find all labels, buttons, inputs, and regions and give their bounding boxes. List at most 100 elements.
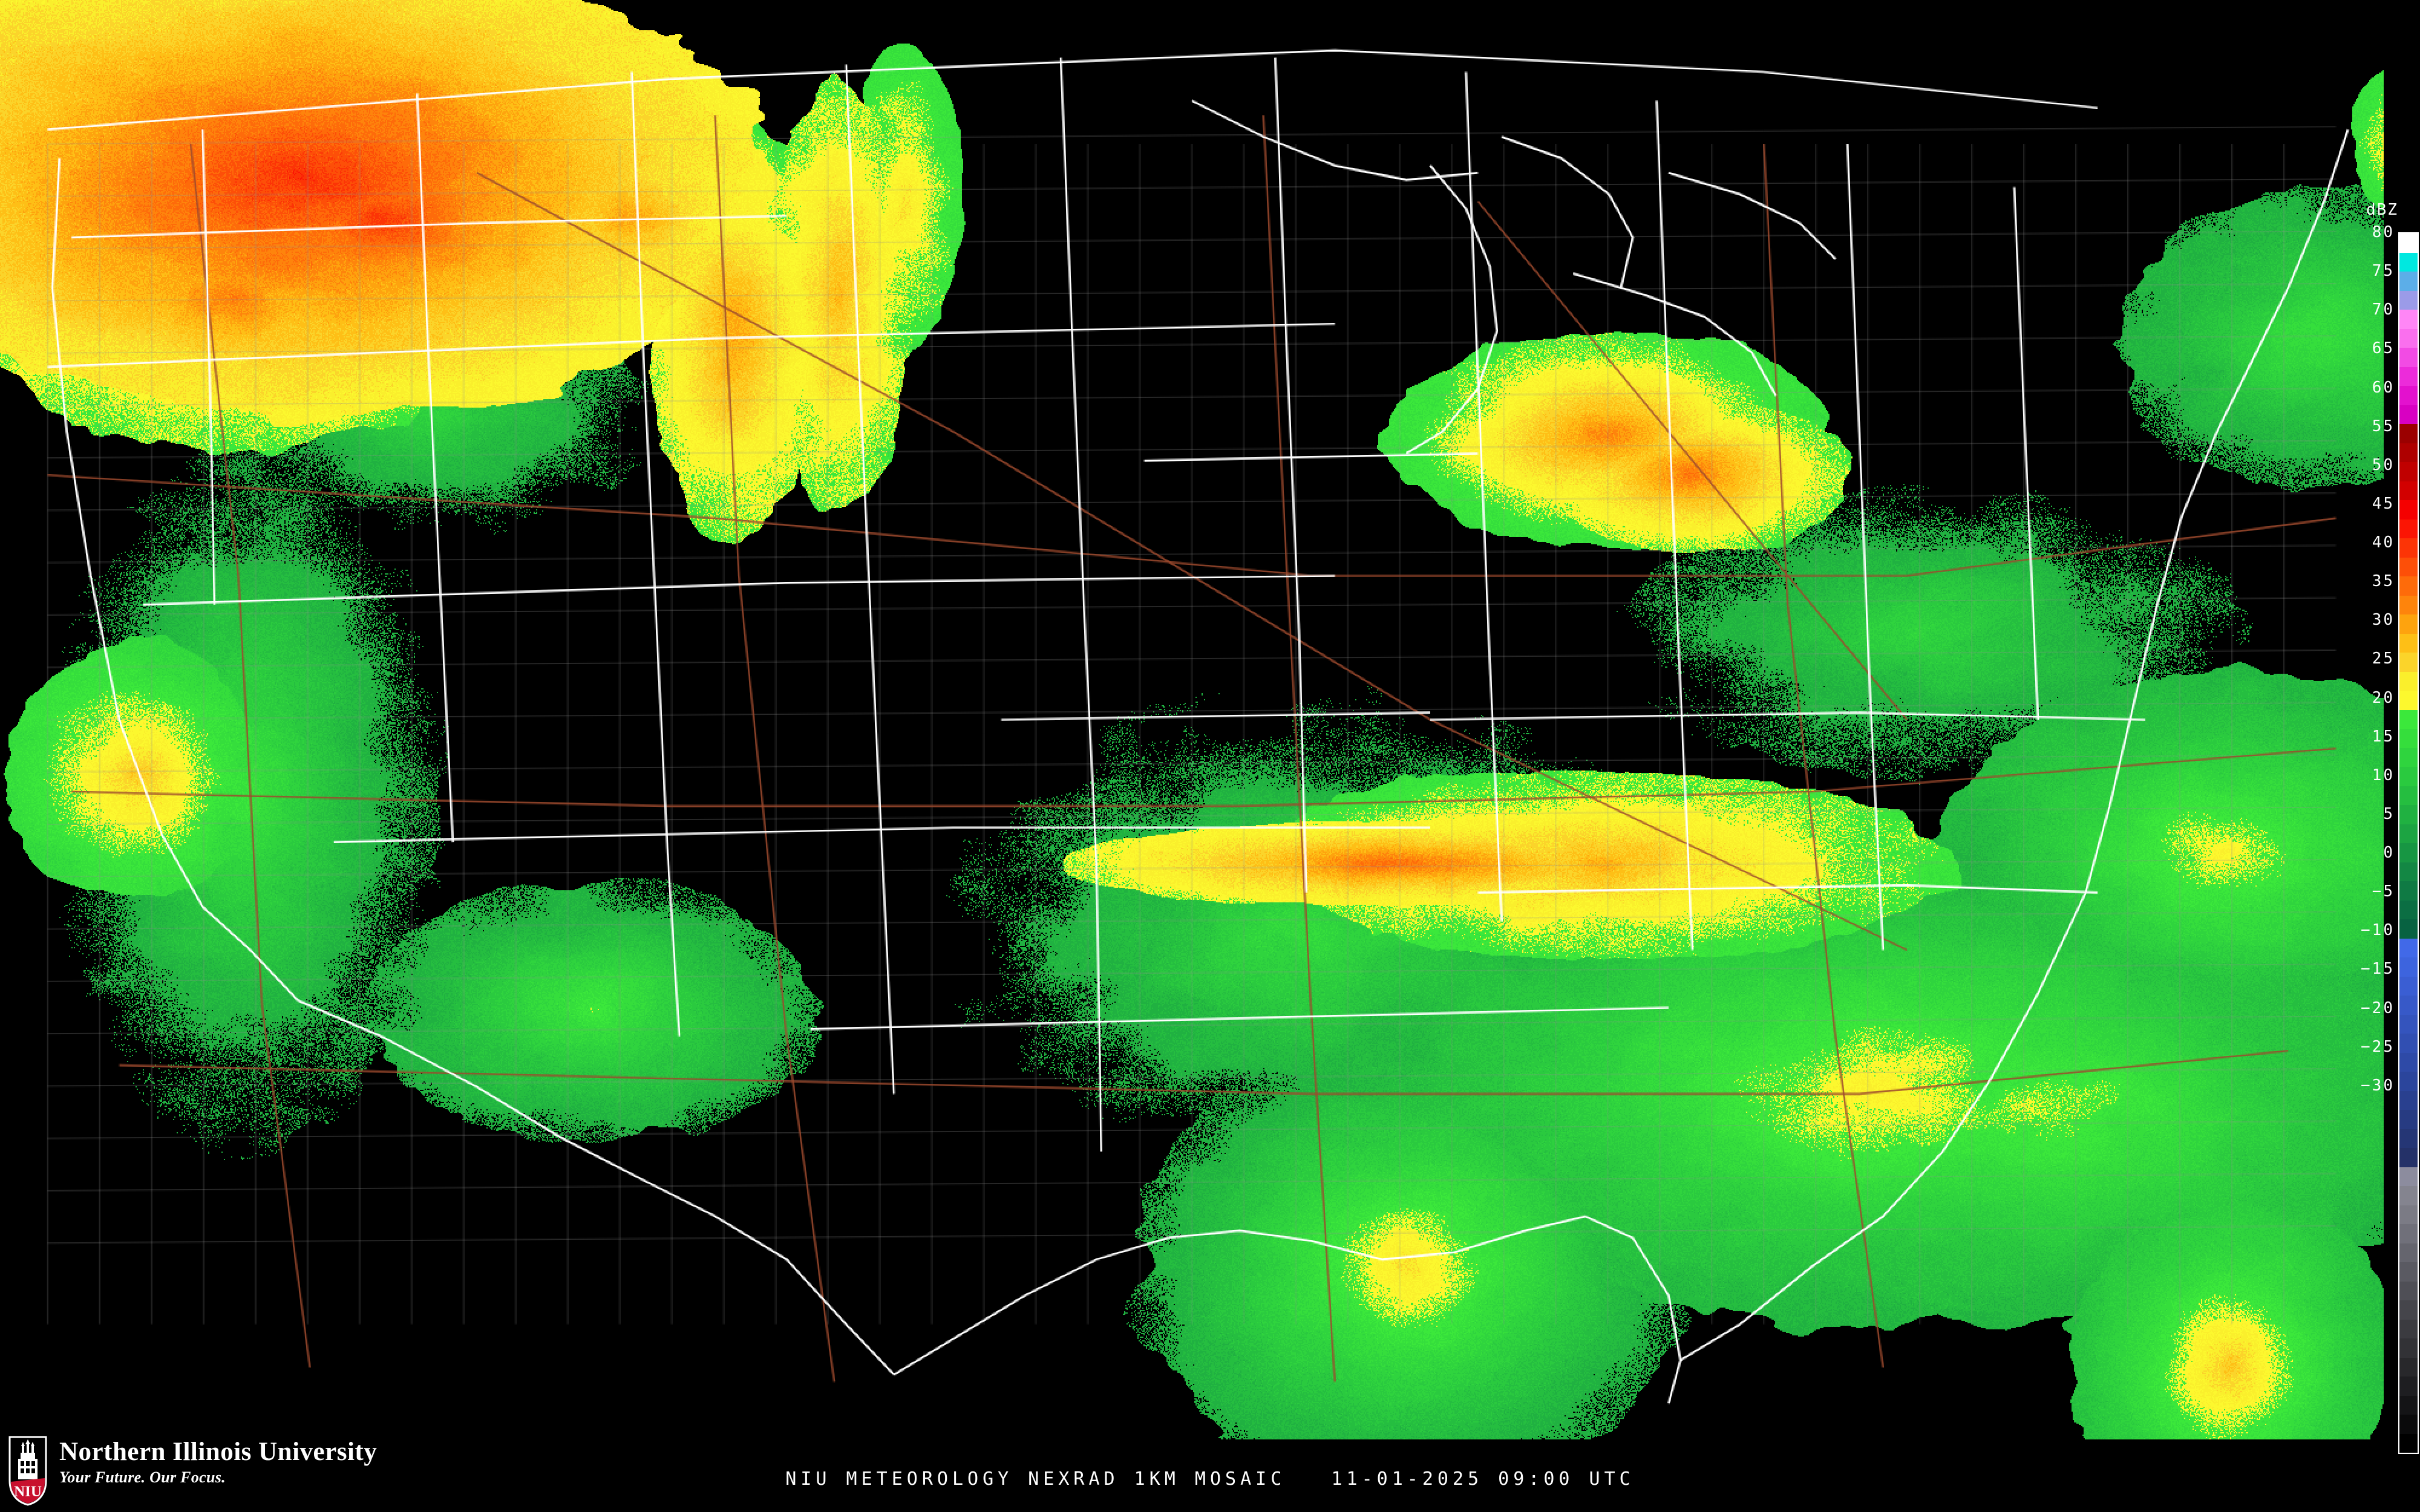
colorbar-swatch bbox=[2399, 462, 2418, 481]
colorbar-swatch bbox=[2399, 1281, 2418, 1300]
colorbar-swatch bbox=[2399, 1433, 2418, 1453]
colorbar-swatch bbox=[2399, 576, 2418, 596]
colorbar-swatch bbox=[2399, 957, 2418, 977]
colorbar-swatch bbox=[2399, 424, 2418, 443]
colorbar-swatch bbox=[2399, 976, 2418, 996]
colorbar-swatch bbox=[2399, 1014, 2418, 1034]
colorbar-swatch bbox=[2399, 557, 2418, 576]
colorbar-tick: 60 bbox=[2372, 378, 2395, 397]
university-name: Northern Illinois University bbox=[59, 1438, 378, 1466]
colorbar-swatch bbox=[2399, 1377, 2418, 1396]
colorbar-tick: 10 bbox=[2372, 766, 2395, 784]
colorbar-swatch bbox=[2399, 633, 2418, 653]
colorbar-swatch bbox=[2399, 786, 2418, 805]
colorbar-swatch bbox=[2399, 405, 2418, 424]
colorbar-swatch bbox=[2399, 1243, 2418, 1262]
radar-map[interactable] bbox=[0, 0, 2384, 1439]
colorbar-swatch bbox=[2399, 1052, 2418, 1072]
colorbar-swatch bbox=[2399, 538, 2418, 558]
product-caption: NIU METEOROLOGY NEXRAD 1KM MOSAIC 11-01-… bbox=[785, 1468, 1635, 1490]
colorbar-tick: −25 bbox=[2361, 1037, 2395, 1056]
colorbar-tick: 50 bbox=[2372, 455, 2395, 474]
colorbar-swatch bbox=[2399, 653, 2418, 672]
colorbar-swatch bbox=[2399, 1072, 2418, 1091]
colorbar-tick: −30 bbox=[2361, 1076, 2395, 1095]
colorbar-tick: −10 bbox=[2361, 921, 2395, 940]
radar-reflectivity-canvas[interactable] bbox=[0, 0, 2384, 1439]
reflectivity-colorbar: dBZ 80 75 70 65 60 55 50 45 40 35 30 25 20 15 10 5 0 −5 −1… bbox=[2361, 201, 2420, 1470]
colorbar-swatch bbox=[2399, 824, 2418, 843]
svg-text:NIU: NIU bbox=[14, 1484, 42, 1500]
colorbar-swatch bbox=[2399, 443, 2418, 462]
colorbar-tick: −20 bbox=[2361, 999, 2395, 1017]
colorbar-tick: −5 bbox=[2372, 882, 2395, 901]
colorbar-swatch bbox=[2399, 1129, 2418, 1148]
colorbar-tick: 5 bbox=[2383, 804, 2395, 823]
colorbar-swatch bbox=[2399, 938, 2418, 957]
colorbar-swatch bbox=[2399, 1338, 2418, 1358]
colorbar-swatch bbox=[2399, 1090, 2418, 1110]
colorbar-swatch bbox=[2399, 843, 2418, 862]
colorbar-tick: 40 bbox=[2372, 533, 2395, 552]
colorbar-swatch bbox=[2399, 805, 2418, 824]
colorbar-units-label: dBZ bbox=[2366, 201, 2398, 219]
colorbar-swatch bbox=[2399, 1395, 2418, 1415]
colorbar-swatch bbox=[2399, 500, 2418, 520]
colorbar-swatch bbox=[2399, 1262, 2418, 1282]
colorbar-swatch bbox=[2399, 310, 2418, 329]
university-tagline: Your Future. Our Focus. bbox=[59, 1468, 226, 1487]
colorbar-tick: 0 bbox=[2383, 844, 2395, 862]
colorbar-swatch bbox=[2399, 519, 2418, 538]
colorbar-swatch bbox=[2399, 367, 2418, 386]
colorbar-swatch bbox=[2399, 900, 2418, 919]
colorbar-swatch bbox=[2399, 1300, 2418, 1320]
colorbar-swatch bbox=[2399, 691, 2418, 710]
colorbar-swatch bbox=[2399, 862, 2418, 881]
colorbar-swatch bbox=[2399, 233, 2418, 253]
colorbar-swatch bbox=[2399, 996, 2418, 1015]
niu-wordmark: Northern Illinois University Your Future… bbox=[59, 1438, 459, 1487]
colorbar-swatch bbox=[2399, 881, 2418, 901]
colorbar-swatch bbox=[2399, 1224, 2418, 1243]
colorbar-swatch bbox=[2399, 1167, 2418, 1186]
colorbar-tick: 20 bbox=[2372, 688, 2395, 707]
colorbar-tick: 75 bbox=[2372, 262, 2395, 281]
niu-logo: NIU Northern Illinois University Your Fu… bbox=[5, 1435, 465, 1507]
colorbar-swatch bbox=[2399, 348, 2418, 367]
colorbar-tick: 25 bbox=[2372, 650, 2395, 668]
colorbar-swatch bbox=[2399, 671, 2418, 691]
colorbar-tick: 30 bbox=[2372, 611, 2395, 630]
colorbar-swatch bbox=[2399, 1319, 2418, 1338]
colorbar-swatch bbox=[2399, 1186, 2418, 1205]
colorbar-swatch bbox=[2399, 1415, 2418, 1434]
colorbar-tick: 55 bbox=[2372, 417, 2395, 435]
colorbar-swatch bbox=[2399, 595, 2418, 614]
colorbar-tick: −15 bbox=[2361, 960, 2395, 979]
colorbar-swatch bbox=[2399, 1148, 2418, 1167]
colorbar-swatch bbox=[2399, 1110, 2418, 1129]
colorbar-swatch bbox=[2399, 386, 2418, 405]
colorbar-swatch bbox=[2399, 919, 2418, 939]
niu-shield-icon: NIU bbox=[8, 1436, 47, 1506]
colorbar-gradient-strip bbox=[2398, 232, 2419, 1454]
colorbar-swatch bbox=[2399, 729, 2418, 748]
colorbar-tick: 35 bbox=[2372, 572, 2395, 591]
colorbar-tick: 80 bbox=[2372, 223, 2395, 241]
colorbar-swatch bbox=[2399, 614, 2418, 634]
colorbar-tick-labels: 80 75 70 65 60 55 50 45 40 35 30 25 20 15 10 5 0 −5 −10 −15… bbox=[2322, 223, 2395, 1454]
colorbar-swatch bbox=[2399, 1205, 2418, 1224]
colorbar-swatch bbox=[2399, 767, 2418, 786]
colorbar-swatch bbox=[2399, 1034, 2418, 1053]
colorbar-tick: 15 bbox=[2372, 727, 2395, 746]
colorbar-swatch bbox=[2399, 481, 2418, 500]
colorbar-tick: 45 bbox=[2372, 494, 2395, 513]
colorbar-swatch bbox=[2399, 1357, 2418, 1377]
colorbar-tick: 70 bbox=[2372, 301, 2395, 319]
colorbar-swatch bbox=[2399, 328, 2418, 348]
colorbar-swatch bbox=[2399, 748, 2418, 767]
colorbar-swatch bbox=[2399, 290, 2418, 310]
colorbar-tick: 65 bbox=[2372, 339, 2395, 358]
colorbar-swatch bbox=[2399, 252, 2418, 272]
colorbar-swatch bbox=[2399, 709, 2418, 729]
